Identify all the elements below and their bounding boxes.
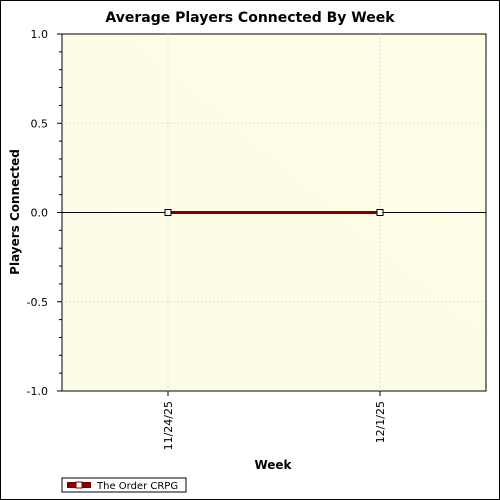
- grid-lines: [62, 34, 486, 391]
- data-point: [164, 209, 172, 216]
- y-axis-label: Players Connected: [8, 149, 22, 275]
- y-tick-label: 0.0: [31, 207, 49, 220]
- y-tick-label: -0.5: [27, 296, 48, 309]
- legend-box: [61, 477, 187, 493]
- x-axis-label: Week: [254, 458, 292, 472]
- axis-ticks: [57, 33, 381, 396]
- y-tick-label: 0.5: [31, 117, 49, 130]
- legend: The Order CRPG: [61, 477, 187, 493]
- data-point: [376, 209, 384, 216]
- legend-label: The Order CRPG: [96, 481, 178, 492]
- y-tick-label: 1.0: [31, 28, 49, 41]
- x-tick-label: 11/24/25: [162, 401, 175, 450]
- x-tick-labels: 11/24/25 12/1/25: [162, 401, 387, 450]
- x-tick-label: 12/1/25: [374, 401, 387, 443]
- legend-marker: [75, 481, 83, 489]
- chart-title: Average Players Connected By Week: [105, 10, 395, 26]
- y-tick-labels: -1.0 -0.5 0.0 0.5 1.0: [27, 28, 48, 398]
- series-layer: [164, 209, 384, 216]
- y-tick-label: -1.0: [27, 385, 48, 398]
